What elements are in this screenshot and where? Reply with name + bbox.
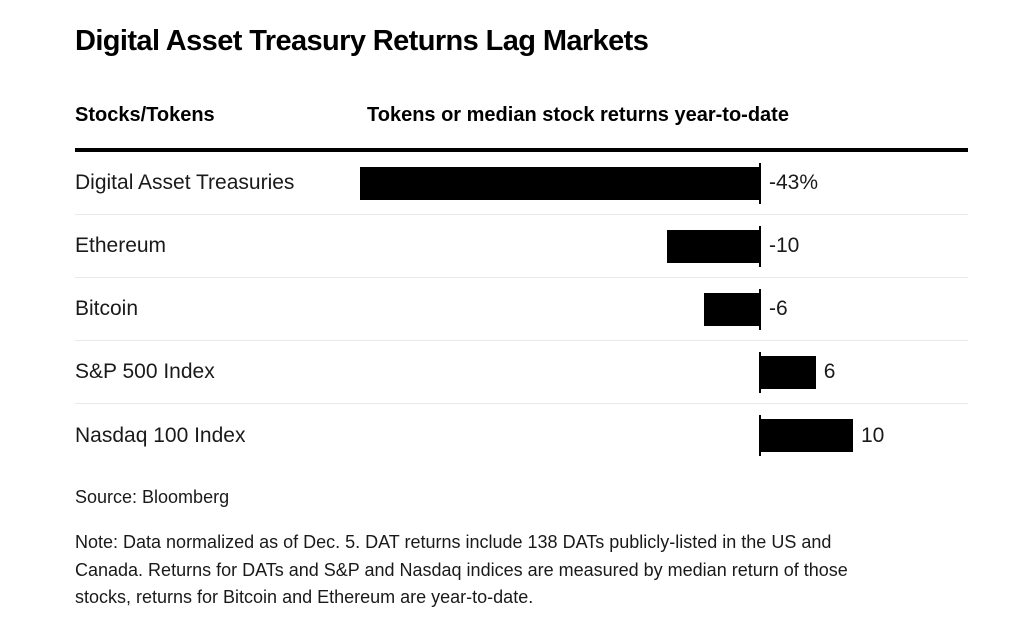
note-line-2: Canada. Returns for DATs and S&P and Nas… — [75, 559, 848, 580]
value-label: -6 — [769, 297, 788, 320]
header-rule — [75, 148, 968, 152]
bar-chart: Digital Asset Treasuries -43% Ethereum -… — [75, 152, 968, 467]
row-label: Bitcoin — [75, 297, 139, 320]
value-label: 10 — [861, 423, 885, 447]
bar — [760, 356, 816, 389]
value-label: -43% — [769, 171, 819, 194]
row-label: Ethereum — [75, 234, 167, 257]
chart-row: Bitcoin -6 — [75, 278, 968, 341]
value-label: 6 — [823, 360, 836, 383]
bar — [760, 419, 853, 452]
note-text: Note: Data normalized as of Dec. 5. DAT … — [75, 529, 848, 612]
source-text: Source: Bloomberg — [75, 487, 230, 507]
zero-axis-tick — [759, 226, 761, 267]
value-label: -10 — [769, 234, 800, 257]
chart-row: Nasdaq 100 Index 10 — [75, 404, 968, 467]
column-headers: Stocks/Tokens Tokens or median stock ret… — [75, 104, 968, 130]
chart-row: Ethereum -10 — [75, 215, 968, 278]
column-header-stocks-tokens: Stocks/Tokens — [75, 104, 215, 126]
bar — [667, 230, 760, 263]
row-label: S&P 500 Index — [75, 360, 215, 383]
note-line-1: Note: Data normalized as of Dec. 5. DAT … — [75, 532, 832, 552]
row-label: Nasdaq 100 Index — [75, 423, 246, 447]
chart-row: Digital Asset Treasuries -43% — [75, 152, 968, 215]
zero-axis-tick — [759, 289, 761, 330]
chart-row: S&P 500 Index 6 — [75, 341, 968, 404]
row-label: Digital Asset Treasuries — [75, 171, 295, 194]
chart-title: Digital Asset Treasury Returns Lag Marke… — [75, 25, 649, 57]
bar — [360, 167, 760, 200]
bar — [704, 293, 760, 326]
zero-axis-tick — [759, 163, 761, 204]
column-header-returns: Tokens or median stock returns year-to-d… — [367, 104, 789, 126]
note-line-3: stocks, returns for Bitcoin and Ethereum… — [75, 587, 534, 607]
